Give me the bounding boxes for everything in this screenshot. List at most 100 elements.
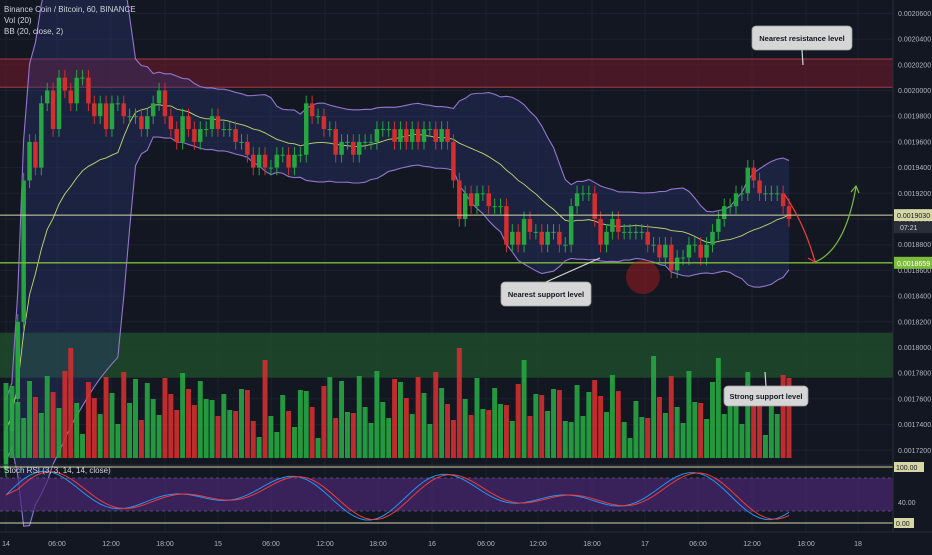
time-axis[interactable]: 14 06:00 12:00 18:00 15 06:00 12:00 18:00 16 06:0… [0, 531, 932, 548]
candle-body[interactable] [321, 116, 327, 130]
candle-body[interactable] [44, 90, 50, 104]
candle-body[interactable] [209, 116, 215, 130]
candle-body[interactable] [56, 77, 62, 130]
candle-body[interactable] [651, 244, 656, 246]
candle-body[interactable] [786, 206, 792, 219]
candle-body[interactable] [545, 231, 550, 245]
candle-body[interactable] [598, 219, 603, 245]
candle-body[interactable] [139, 116, 144, 130]
candle-body[interactable] [92, 103, 97, 117]
candle-body[interactable] [492, 206, 497, 208]
candle-body[interactable] [698, 244, 703, 258]
candle-body[interactable] [145, 116, 150, 130]
candle-body[interactable] [633, 231, 639, 233]
candle-body[interactable] [80, 77, 85, 79]
candle-body[interactable] [62, 77, 68, 91]
candle-body[interactable] [409, 129, 415, 142]
candle-body[interactable] [769, 193, 774, 195]
candle-body[interactable] [716, 219, 721, 232]
candle-body[interactable] [186, 116, 191, 130]
candle-body[interactable] [669, 244, 674, 271]
candle-body[interactable] [563, 244, 568, 246]
candle-body[interactable] [751, 167, 756, 181]
candle-body[interactable] [580, 193, 586, 195]
candle-body[interactable] [198, 129, 203, 142]
candle-body[interactable] [174, 129, 179, 142]
candle-body[interactable] [327, 129, 333, 131]
candle-body[interactable] [315, 116, 321, 118]
candle-body[interactable] [121, 103, 126, 117]
candle-body[interactable] [274, 154, 280, 168]
candle-body[interactable] [592, 193, 597, 219]
candle-body[interactable] [33, 141, 38, 168]
candle-body[interactable] [268, 167, 274, 169]
candle-body[interactable] [510, 231, 515, 245]
candle-body[interactable] [39, 103, 44, 168]
candle-body[interactable] [3, 431, 9, 470]
candle-body[interactable] [480, 193, 486, 195]
candle-body[interactable] [127, 116, 132, 118]
candle-body[interactable] [733, 193, 739, 207]
candle-body[interactable] [404, 129, 409, 142]
candle-body[interactable] [621, 231, 627, 233]
candle-body[interactable] [298, 154, 303, 156]
candle-body[interactable] [433, 129, 439, 142]
candle-body[interactable] [233, 129, 238, 142]
candle-body[interactable] [757, 180, 762, 194]
candle-body[interactable] [574, 193, 580, 207]
candle-body[interactable] [604, 231, 609, 245]
callout-resistance[interactable]: Nearest resistance level [751, 25, 853, 66]
candle-body[interactable] [568, 206, 574, 245]
candle-body[interactable] [345, 141, 350, 143]
candle-body[interactable] [710, 231, 715, 245]
candle-body[interactable] [356, 141, 362, 155]
callout-nearest-support[interactable]: Nearest support level [500, 257, 601, 307]
candle-body[interactable] [557, 231, 562, 245]
candle-body[interactable] [521, 219, 527, 245]
candle-body[interactable] [745, 167, 751, 194]
candle-body[interactable] [374, 129, 380, 142]
candle-body[interactable] [398, 129, 403, 142]
candle-body[interactable] [774, 193, 780, 195]
candles[interactable] [3, 69, 792, 478]
candle-body[interactable] [527, 219, 533, 232]
candle-body[interactable] [280, 154, 285, 156]
candle-body[interactable] [150, 103, 156, 117]
candle-body[interactable] [763, 193, 768, 195]
candle-body[interactable] [421, 129, 427, 142]
candle-body[interactable] [168, 116, 174, 130]
candle-body[interactable] [156, 90, 162, 104]
candle-body[interactable] [727, 206, 733, 208]
candle-body[interactable] [368, 141, 374, 143]
candle-body[interactable] [486, 193, 491, 207]
candle-body[interactable] [586, 193, 592, 195]
candle-body[interactable] [427, 129, 433, 131]
candle-body[interactable] [133, 116, 138, 118]
candle-body[interactable] [27, 141, 32, 181]
candle-body[interactable] [657, 244, 662, 258]
candle-body[interactable] [616, 219, 621, 232]
candle-body[interactable] [304, 103, 309, 155]
candle-body[interactable] [221, 129, 227, 131]
candle-body[interactable] [362, 141, 368, 143]
candle-body[interactable] [115, 103, 121, 105]
candle-body[interactable] [674, 257, 680, 271]
candle-body[interactable] [686, 244, 692, 258]
candle-body[interactable] [451, 141, 456, 181]
candle-body[interactable] [639, 231, 645, 233]
candle-body[interactable] [386, 129, 391, 131]
candle-body[interactable] [468, 193, 474, 207]
candle-body[interactable] [251, 154, 256, 168]
candle-body[interactable] [109, 103, 115, 130]
candle-body[interactable] [292, 154, 297, 168]
candle-body[interactable] [339, 141, 344, 155]
candle-body[interactable] [704, 244, 709, 258]
candle-body[interactable] [610, 219, 615, 232]
candle-body[interactable] [515, 231, 521, 245]
candle-body[interactable] [539, 231, 544, 245]
candle-body[interactable] [256, 154, 262, 168]
candle-body[interactable] [245, 141, 250, 155]
candle-body[interactable] [309, 103, 315, 117]
candle-body[interactable] [50, 90, 56, 130]
candle-body[interactable] [680, 257, 686, 259]
